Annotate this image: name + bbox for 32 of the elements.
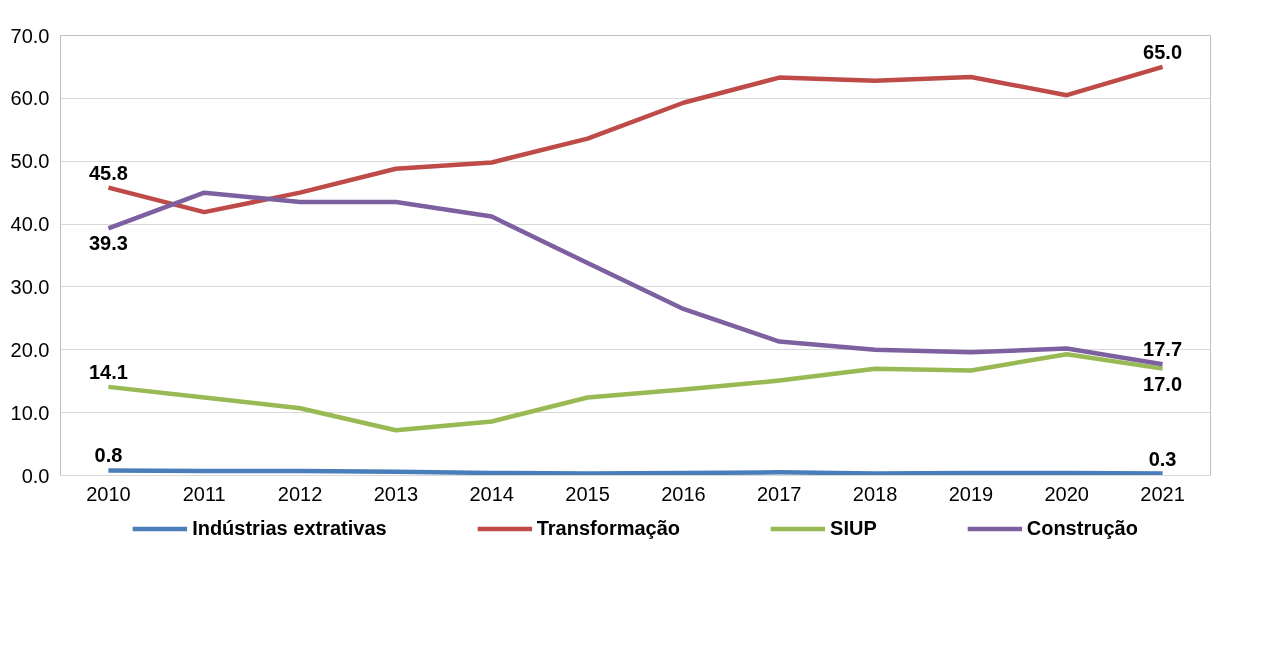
x-tick-label: 2018 [852, 482, 898, 505]
data-label: 17.7 [1143, 338, 1183, 361]
legend-label: Construção [1026, 516, 1138, 540]
y-tick-label: 10.0 [10, 401, 50, 424]
data-label: 17.0 [1143, 372, 1183, 395]
y-tick-label: 60.0 [10, 87, 50, 110]
y-tick-label: 40.0 [10, 213, 50, 236]
data-label: 39.3 [88, 232, 128, 255]
x-tick-label: 2017 [757, 482, 802, 505]
y-tick-label: 20.0 [10, 338, 50, 361]
x-tick-label: 2015 [565, 482, 610, 505]
data-label: 65.0 [1143, 40, 1183, 63]
x-tick-label: 2021 [1140, 482, 1185, 505]
x-tick-label: 2012 [277, 482, 323, 505]
legend-label: Indústrias extrativas [192, 516, 387, 540]
x-tick-label: 2013 [373, 482, 419, 505]
y-tick-label: 50.0 [10, 150, 50, 173]
x-tick-label: 2011 [182, 482, 226, 505]
x-tick-label: 2010 [86, 482, 131, 505]
data-label: 45.8 [88, 161, 128, 184]
y-tick-label: 30.0 [10, 275, 50, 298]
x-tick-label: 2020 [1044, 482, 1089, 505]
x-tick-label: 2019 [948, 482, 994, 505]
data-label: 0.3 [1148, 447, 1177, 470]
legend-label: Transformação [536, 516, 681, 540]
x-tick-label: 2014 [469, 482, 514, 505]
data-label: 14.1 [88, 360, 128, 383]
y-tick-label: 70.0 [10, 24, 50, 47]
legend-label: SIUP [830, 516, 877, 540]
x-tick-label: 2016 [661, 482, 706, 505]
y-tick-label: 0.0 [21, 464, 50, 487]
data-label: 0.8 [94, 444, 123, 467]
